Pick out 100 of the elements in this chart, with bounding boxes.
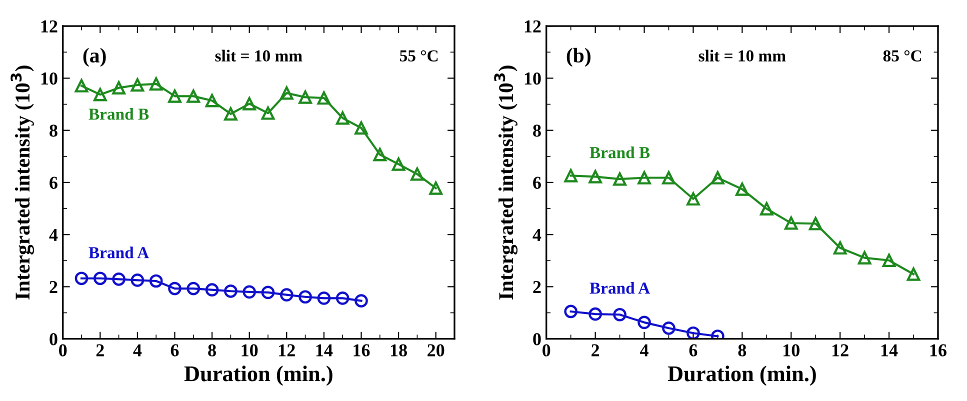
x-tick-label: 14 (316, 344, 333, 356)
point (784, 216, 798, 230)
y-axis-title: Intergrated intensity (10$^{3}$) (494, 66, 518, 300)
annotation: slit = 10 mm (698, 50, 786, 62)
point (242, 97, 256, 110)
x-tick-label: 10 (242, 344, 258, 356)
x-tick-label: 2 (96, 344, 104, 356)
x-tick-label: 12 (832, 344, 848, 356)
point (638, 316, 651, 330)
point (858, 251, 872, 264)
x-tick-label: 4 (133, 344, 142, 356)
point (186, 90, 200, 103)
x-tick-label: 10 (784, 344, 800, 356)
y-tick-label: 2 (50, 281, 58, 293)
point (149, 77, 163, 91)
x-tick-label: 20 (428, 344, 444, 356)
point (93, 88, 107, 102)
annotation: 55 °C (400, 50, 438, 62)
point (392, 158, 406, 171)
point (74, 79, 88, 92)
point (168, 282, 182, 296)
point (149, 274, 163, 288)
point (354, 121, 368, 135)
y-tick-label: 4 (532, 228, 542, 241)
x-tick-label: 6 (170, 344, 179, 356)
annotation: (b) (566, 48, 590, 67)
point (261, 106, 275, 120)
y-axis-title: Intergrated intensity (10$^{3}$) (10, 66, 34, 300)
point (168, 90, 182, 103)
point (130, 78, 144, 92)
y-tick-label: 8 (50, 124, 58, 137)
point (711, 171, 724, 184)
y-tick-label: 6 (50, 176, 58, 189)
series-label: Brand A (590, 282, 650, 294)
point (205, 283, 219, 297)
series-label: Brand A (88, 246, 150, 258)
x-axis-title: Duration (min.) (184, 366, 332, 386)
annotation: slit = 10 mm (215, 50, 302, 62)
point (224, 107, 238, 121)
point (686, 192, 700, 206)
point (242, 285, 256, 299)
x-tick-label: 4 (640, 344, 648, 356)
point (298, 90, 312, 104)
x-tick-label: 0 (542, 344, 550, 356)
point (336, 111, 350, 125)
point (112, 272, 126, 286)
series-label: Brand B (88, 108, 149, 120)
point (112, 81, 126, 95)
point (74, 272, 88, 286)
point (261, 286, 275, 300)
x-tick-label: 16 (930, 344, 946, 356)
x-tick-label: 14 (881, 344, 898, 356)
point (808, 216, 822, 230)
point (662, 321, 676, 335)
y-tick-label: 4 (49, 228, 58, 241)
point (662, 171, 676, 184)
y-tick-label: 12 (41, 20, 58, 32)
point (588, 307, 602, 321)
series-label: Brand B (590, 146, 650, 158)
annotation: (a) (83, 48, 106, 67)
x-tick-label: 8 (208, 344, 216, 356)
y-tick-label: 10 (524, 72, 541, 85)
x-tick-label: 2 (592, 344, 600, 356)
y-tick-label: 8 (533, 124, 541, 137)
point (760, 202, 774, 216)
y-tick-label: 2 (533, 281, 541, 293)
y-tick-label: 10 (41, 72, 58, 85)
point (686, 326, 700, 339)
point (882, 254, 896, 268)
point (93, 272, 107, 286)
point (336, 292, 350, 305)
point (638, 171, 651, 184)
point (373, 148, 387, 162)
point (833, 241, 847, 255)
x-tick-label: 16 (354, 344, 370, 356)
x-tick-label: 12 (279, 344, 295, 356)
point (130, 274, 144, 287)
point (317, 292, 331, 305)
point (280, 288, 294, 302)
y-tick-label: 12 (524, 20, 541, 32)
point (317, 91, 331, 105)
x-axis-title: Duration (min.) (668, 366, 816, 386)
x-tick-label: 6 (689, 344, 698, 356)
point (613, 172, 626, 186)
point (906, 268, 920, 281)
x-tick-label: 8 (738, 344, 746, 356)
point (588, 170, 602, 184)
point (613, 308, 626, 322)
y-tick-label: 0 (533, 333, 541, 346)
annotation: 85 °C (883, 50, 922, 62)
point (298, 290, 312, 304)
x-tick-label: 18 (390, 344, 407, 356)
point (186, 282, 200, 296)
point (410, 167, 424, 181)
point (564, 304, 578, 318)
y-tick-label: 0 (50, 333, 58, 346)
y-tick-label: 6 (533, 176, 541, 189)
point (429, 182, 443, 195)
point (736, 182, 749, 196)
x-tick-label: 0 (59, 344, 67, 356)
